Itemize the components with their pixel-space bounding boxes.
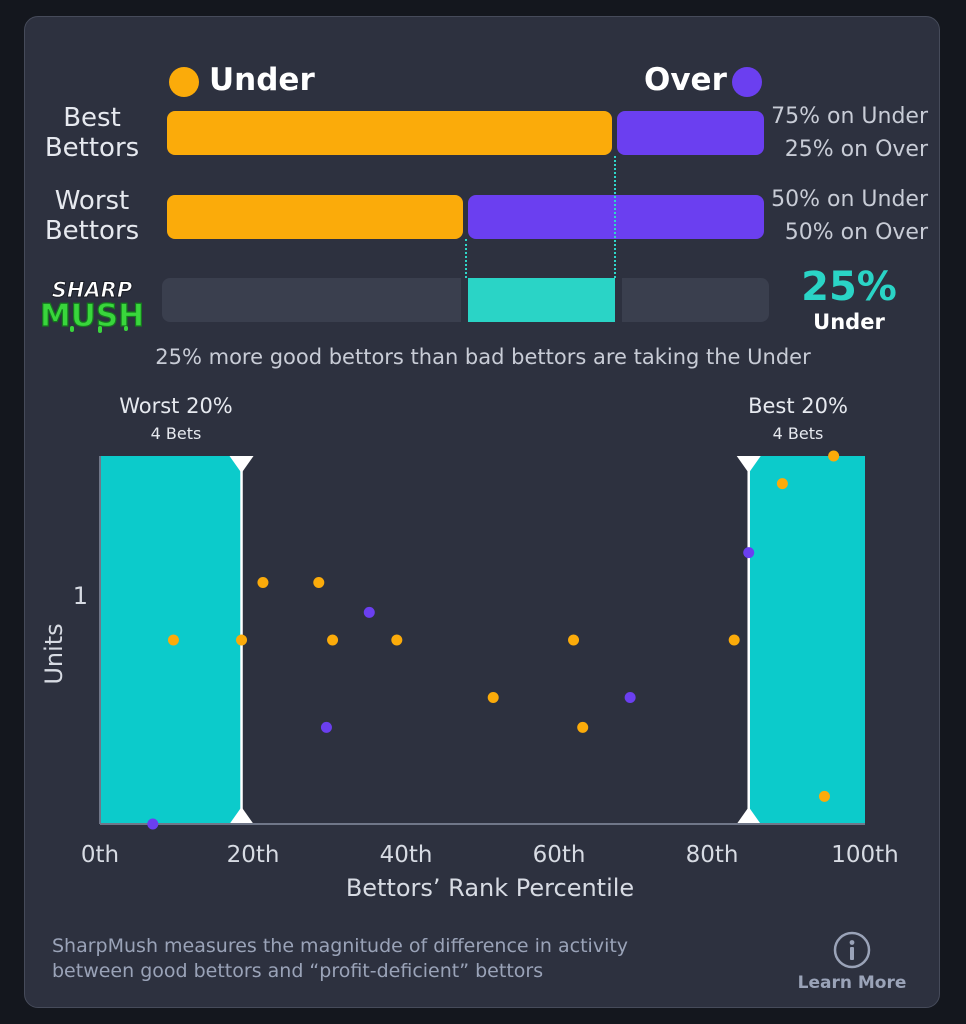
- worst-under-percentage: 50% on Under: [771, 187, 928, 212]
- x-tick-label: 60th: [533, 842, 586, 868]
- under-point: [487, 692, 499, 703]
- worst-bettors-label-line2: Bettors: [44, 216, 140, 246]
- sharpmush-side: Under: [813, 310, 885, 334]
- worst-band-subtitle: 4 Bets: [150, 424, 202, 443]
- over-point: [147, 818, 159, 830]
- under-point: [828, 450, 840, 462]
- under-point: [257, 577, 269, 588]
- worst-band-title: Worst 20%: [119, 394, 233, 418]
- over-point: [743, 547, 755, 559]
- x-tick-label: 0th: [81, 842, 119, 868]
- band-boundary-marker-bottom-1: [736, 807, 761, 824]
- best-bettors-label-line1: Best: [63, 103, 121, 133]
- footer-description: SharpMush measures the magnitude of diff…: [52, 934, 772, 984]
- sharpmush-value: 25%: [801, 264, 897, 310]
- under-point: [776, 478, 788, 490]
- difference-track-right: [621, 278, 769, 322]
- best-bettors-percentages: 75% on Under 25% on Over: [752, 100, 928, 166]
- x-tick-label: 80th: [686, 842, 739, 868]
- x-tick-label: 40th: [380, 842, 433, 868]
- info-icon: [833, 931, 871, 969]
- best-band-subtitle: 4 Bets: [772, 424, 824, 443]
- y-tick-label: 1: [73, 582, 88, 610]
- learn-more-label: Learn More: [797, 973, 907, 993]
- sharpmush-logo-line1: SHARP: [52, 278, 133, 302]
- x-tick-label: 100th: [831, 842, 899, 868]
- under-point: [568, 634, 580, 646]
- under-point: [818, 790, 830, 802]
- under-point: [391, 634, 403, 646]
- x-tick-label: 20th: [227, 842, 280, 868]
- best-band-title: Best 20%: [748, 394, 848, 418]
- under-point: [236, 634, 248, 646]
- sharpmush-logo: SHARP MUSH: [36, 276, 148, 335]
- over-legend-label: Over: [644, 62, 727, 98]
- best-bettors-label-line2: Bettors: [44, 133, 140, 163]
- difference-bar: [467, 278, 615, 322]
- best-bettors-label: Best Bettors: [40, 103, 144, 163]
- worst-over-percentage: 50% on Over: [784, 220, 928, 245]
- best-over-bar: [617, 111, 764, 155]
- y-axis-title: Units: [40, 623, 68, 684]
- percentile-band-best: [748, 456, 865, 824]
- under-point: [167, 634, 179, 646]
- worst-split-connector: [464, 239, 467, 278]
- footer-description-line2: between good bettors and “profit-deficie…: [52, 960, 544, 982]
- over-point: [624, 692, 636, 703]
- over-point: [363, 606, 375, 618]
- best-under-bar: [167, 111, 613, 155]
- worst-under-bar: [167, 195, 463, 239]
- band-boundary-marker-bottom-0: [229, 807, 254, 824]
- footer-description-line1: SharpMush measures the magnitude of diff…: [52, 935, 629, 957]
- under-legend-dot: [169, 67, 199, 97]
- band-boundary-marker-top-1: [736, 456, 761, 473]
- best-over-percentage: 25% on Over: [784, 137, 928, 162]
- worst-bettors-percentages: 50% on Under 50% on Over: [752, 183, 928, 249]
- difference-track-left: [162, 278, 461, 322]
- under-point: [728, 634, 740, 646]
- under-point: [327, 634, 339, 646]
- band-boundary-marker-top-0: [229, 456, 254, 473]
- under-point: [313, 577, 325, 588]
- under-point: [577, 721, 589, 733]
- learn-more-button[interactable]: Learn More: [796, 928, 908, 994]
- under-legend-label: Under: [209, 62, 315, 98]
- worst-bettors-label-line1: Worst: [54, 186, 130, 216]
- over-legend-dot: [732, 67, 762, 97]
- worst-bettors-label: Worst Bettors: [40, 186, 144, 246]
- x-axis-title: Bettors’ Rank Percentile: [346, 874, 634, 902]
- best-split-connector: [613, 156, 616, 278]
- over-point: [320, 721, 332, 733]
- worst-over-bar: [468, 195, 764, 239]
- sharpmush-summary: 25% more good bettors than bad bettors a…: [155, 345, 811, 369]
- best-under-percentage: 75% on Under: [771, 104, 928, 129]
